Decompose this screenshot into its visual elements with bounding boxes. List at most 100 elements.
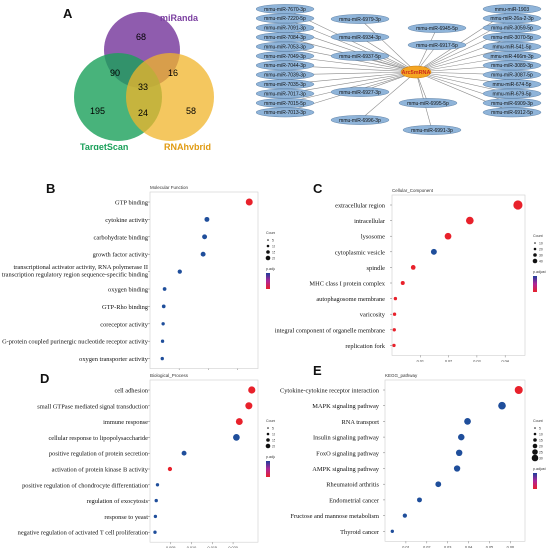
venn-count-miranda-targetscan: 90 [110,68,120,78]
dotplot-molecular-function: Molecular Function0.010.020.03GeneRatioG… [2,185,275,370]
size-legend-title: Count [266,419,275,423]
data-point [233,434,240,441]
data-point [153,514,158,519]
color-legend-bar [533,473,537,489]
data-point [202,234,208,240]
size-legend-title: Count [533,419,543,423]
venn-set-label-targetscan: TargetScan [80,142,128,150]
size-legend-dot [267,427,269,429]
network-node-mirna: mmu-miR-3070-5p [482,32,542,43]
venn-count-all-three: 33 [138,82,148,92]
x-tick-label: 0.02 [445,359,452,362]
x-tick-label: 0.01 [417,359,424,362]
network-node-label: mmu-miR-6996-3p [339,118,381,124]
network-node-mirna: mmu-miR-7044-3p [256,60,315,71]
venn-set-label-rnahybrid: RNAhybrid [164,142,211,150]
color-legend-title: p.adjust [533,467,546,471]
size-legend-label: 10 [272,244,275,248]
data-point [155,483,160,487]
category-label: extracellular region [335,203,386,210]
network-node-label: mmu-miR-7039-3p [264,73,306,79]
network-node-label: mmu-miR-7015-5p [264,101,306,107]
network-node-label: mmu-miR-6979-3p [339,17,381,23]
network-node-label: mmu-miR-6945-5p [416,26,458,32]
network-edges [284,8,513,131]
network-node-mirna: mmu-miR-7053-3p [256,41,315,52]
dotplot-biological-process: Biological_Process0.0050.0100.0150.020Ge… [18,373,275,548]
category-label: positive regulation of chondrocyte diffe… [22,482,149,489]
size-legend-label: 20 [539,444,543,448]
network-node-label: mmu-miR-7091-3p [264,26,306,32]
network-node-mirna: mmu-miR-7084-3p [256,32,315,42]
network-node-label: mmu-miR-679-5p [493,91,532,97]
data-point [514,385,523,395]
network-node-mirna: mmu-miR-7039-3p [256,70,315,80]
network-node-mirna: mmu-miR-674-5p [482,79,542,89]
data-point [153,530,157,534]
plot-title: Cellular_Component [392,188,434,193]
venn-count-targetscan-only: 195 [90,106,105,116]
network-edge [359,71,417,121]
network-node-label: mmu-miR-6912-5p [491,110,533,116]
network-node-label: mmu-miR-466m-3p [490,54,533,60]
venn-diagram: miRanda TargetScan RNAhybrid 68 90 16 33… [74,12,214,150]
size-legend-label: 20 [272,256,275,260]
network-node-mirna: mmu-miR-7220-5p [256,13,315,24]
size-legend-label: 5 [539,426,541,430]
network-node-label: mmu-miR-674-5p [493,82,532,88]
category-label: regulation of exocytosis [87,498,149,505]
network-node-label: mmu-miR-6927-3p [339,90,381,96]
size-legend-title: Count [266,231,275,235]
plot-frame [149,191,259,369]
category-label: lysosome [361,234,385,241]
category-label: negative regulation of activated T cell … [18,530,149,537]
category-label: Fructose and mannose metabolism [290,513,379,520]
category-label: integral component of organelle membrane [275,327,385,334]
network-node-label: mmu-miR-26a-2-3p [490,16,534,22]
data-point [245,198,253,206]
category-label: cytoplasmic vesicle [335,249,385,256]
size-legend-title: Count [533,234,543,238]
category-label: response to yeast [104,514,148,521]
network-node-mirna: mmu-miR-3087-5p [482,70,542,80]
network-node-mirna: mmu-miR-7013-3p [256,107,315,118]
size-legend-dot [534,242,536,244]
network-hub-node: Arc5mRNA [400,65,432,79]
category-label: oxygen transporter activity [79,356,149,363]
size-legend-label: 10 [539,241,543,245]
category-label: growth factor activity [93,252,149,259]
network-node-mirna: mmu-miR-6909-3p [482,98,542,108]
network-edge [359,18,417,73]
venn-set-label-miranda: miRanda [160,13,199,23]
category-label: GTP binding [115,200,149,207]
dotplot-cellular-component: Cellular_Component0.010.020.030.04GeneRa… [275,188,546,362]
network-node-mirna: mmu-miR-466m-3p [482,51,542,61]
network-node-label: mmu-miR-541-5p [493,44,532,50]
color-legend-bar [266,461,270,477]
data-point [466,216,474,225]
size-legend-label: 30 [539,253,543,257]
network-node-label: mmu-miR-6937-5p [339,54,381,60]
data-point [177,269,182,274]
plot-frame [391,194,526,356]
data-point [162,287,167,291]
venn-count-miranda-only: 68 [136,32,146,42]
network-edge [415,27,438,73]
x-tick-label: 0.02 [423,545,430,548]
network-node-mirna: mmu-miR-6991-3p [402,125,462,135]
data-point [435,481,442,488]
plot-area [149,379,259,543]
category-label: RNA transport [342,419,380,426]
size-legend-dot [532,443,538,449]
network-node-mirna: mmu-miR-3059-5p [482,22,542,33]
data-point [160,356,164,361]
network-node-label: mmu-miR-7220-5p [264,16,306,22]
plot-area [149,191,259,369]
network-node-label: mmu-miR-7035-3p [264,82,306,88]
venn-circle-rnahybrid [126,53,214,141]
size-legend-dot [532,449,538,455]
data-point [248,386,256,394]
plot-title: KEGG_pathway [385,373,418,378]
network-node-label: mmu-miR-3070-5p [491,35,533,41]
color-legend-title: p.adjust [266,455,275,459]
